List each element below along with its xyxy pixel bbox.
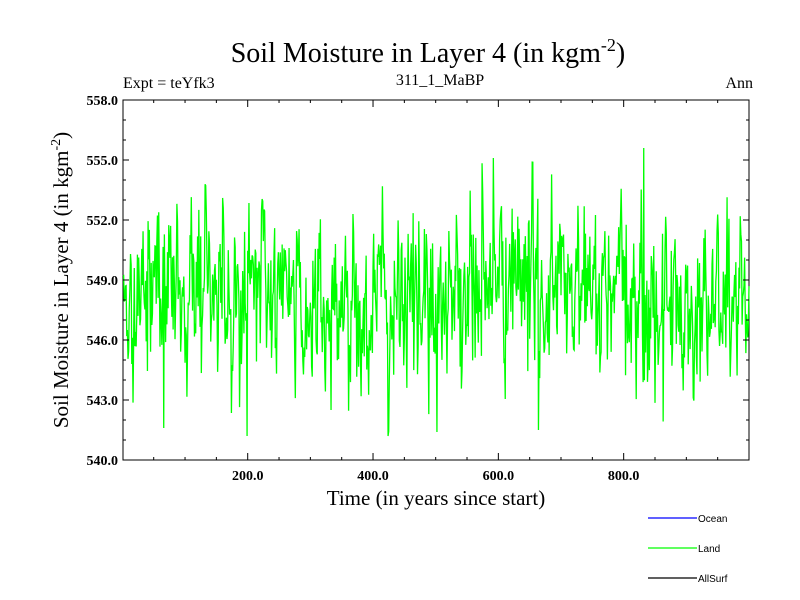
y-axis-label-superscript: -2 [49, 139, 64, 151]
season-label: Ann [725, 75, 753, 92]
y-tick-label: 558.0 [87, 94, 119, 109]
y-tick-label: 552.0 [87, 214, 119, 229]
x-tick-label: 200.0 [232, 469, 264, 484]
legend-label-ocean: Ocean [698, 514, 727, 525]
legend: Ocean Land AllSurf [648, 514, 728, 585]
experiment-label: Expt = teYfk3 [123, 75, 215, 92]
y-tick-label: 543.0 [87, 394, 119, 409]
chart-title: Soil Moisture in Layer 4 (in kgm-2) [231, 35, 626, 69]
x-tick-label: 800.0 [608, 469, 640, 484]
x-tick-label: 400.0 [357, 469, 389, 484]
y-axis-label-main: Soil Moisture in Layer 4 (in kgm [49, 151, 73, 429]
y-tick-label: 555.0 [87, 154, 119, 169]
chart-title-close: ) [616, 38, 625, 69]
chart-title-main: Soil Moisture in Layer 4 (in kgm [231, 38, 601, 69]
land-series-line [122, 147, 750, 437]
x-axis: 200.0 400.0 600.0 800.0 [153, 100, 719, 484]
period-label: 311_1_MaBP [396, 72, 484, 89]
y-axis-label-close: ) [49, 132, 73, 139]
chart-title-superscript: -2 [601, 35, 616, 55]
y-tick-label: 546.0 [87, 334, 119, 349]
series-group [122, 147, 750, 437]
legend-label-land: Land [698, 544, 720, 555]
y-tick-label: 540.0 [87, 454, 119, 469]
y-axis-label: Soil Moisture in Layer 4 (in kgm-2) [49, 132, 73, 428]
x-tick-label: 600.0 [483, 469, 515, 484]
legend-label-allsurf: AllSurf [698, 574, 728, 585]
y-tick-label: 549.0 [87, 274, 119, 289]
y-axis: 540.0 543.0 546.0 549.0 552.0 555.0 558.0 [87, 94, 749, 469]
x-axis-label: Time (in years since start) [327, 486, 546, 510]
